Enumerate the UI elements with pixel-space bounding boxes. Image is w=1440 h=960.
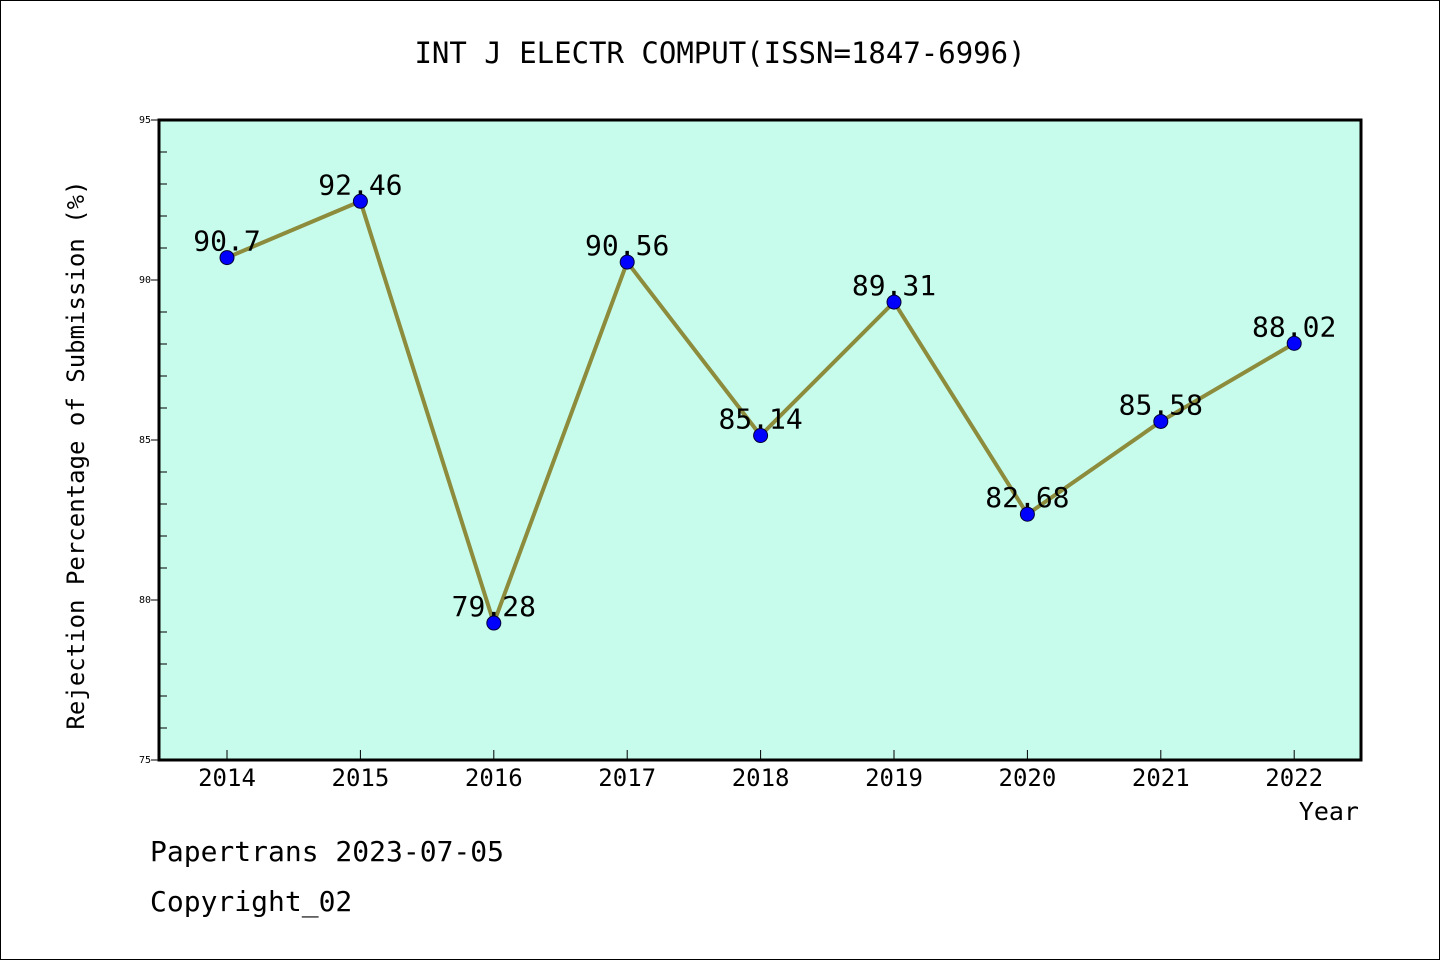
x-tick-label: 2021 <box>1132 764 1190 792</box>
copyright-text: Copyright_02 <box>150 885 353 918</box>
y-axis-label: Rejection Percentage of Submission (%) <box>62 180 90 729</box>
x-tick-label: 2020 <box>999 764 1057 792</box>
y-tick-label: 75 <box>139 755 151 766</box>
plot-border <box>157 118 1363 762</box>
x-tick-label: 2016 <box>465 764 523 792</box>
y-tick-label: 85 <box>139 435 151 446</box>
y-tick-label: 90 <box>139 275 151 286</box>
data-point <box>619 254 635 270</box>
chart-title: INT J ELECTR COMPUT(ISSN=1847-6996) <box>414 36 1026 70</box>
data-point <box>1153 413 1169 429</box>
x-tick-label: 2015 <box>332 764 390 792</box>
x-tick-label: 2018 <box>732 764 790 792</box>
source-date-text: Papertrans 2023-07-05 <box>150 835 505 868</box>
x-tick-label: 2017 <box>598 764 656 792</box>
data-point <box>1019 506 1035 522</box>
data-point <box>219 250 235 266</box>
x-tick-label: 2022 <box>1265 764 1323 792</box>
x-axis-label: Year <box>1299 797 1359 826</box>
y-tick-label: 95 <box>139 115 151 126</box>
x-tick-label: 2019 <box>865 764 923 792</box>
data-point <box>486 615 502 631</box>
data-point <box>352 193 368 209</box>
data-point <box>753 428 769 444</box>
x-tick-label: 2014 <box>198 764 256 792</box>
y-tick-label: 80 <box>139 595 151 606</box>
data-point <box>1286 335 1302 351</box>
data-point <box>886 294 902 310</box>
